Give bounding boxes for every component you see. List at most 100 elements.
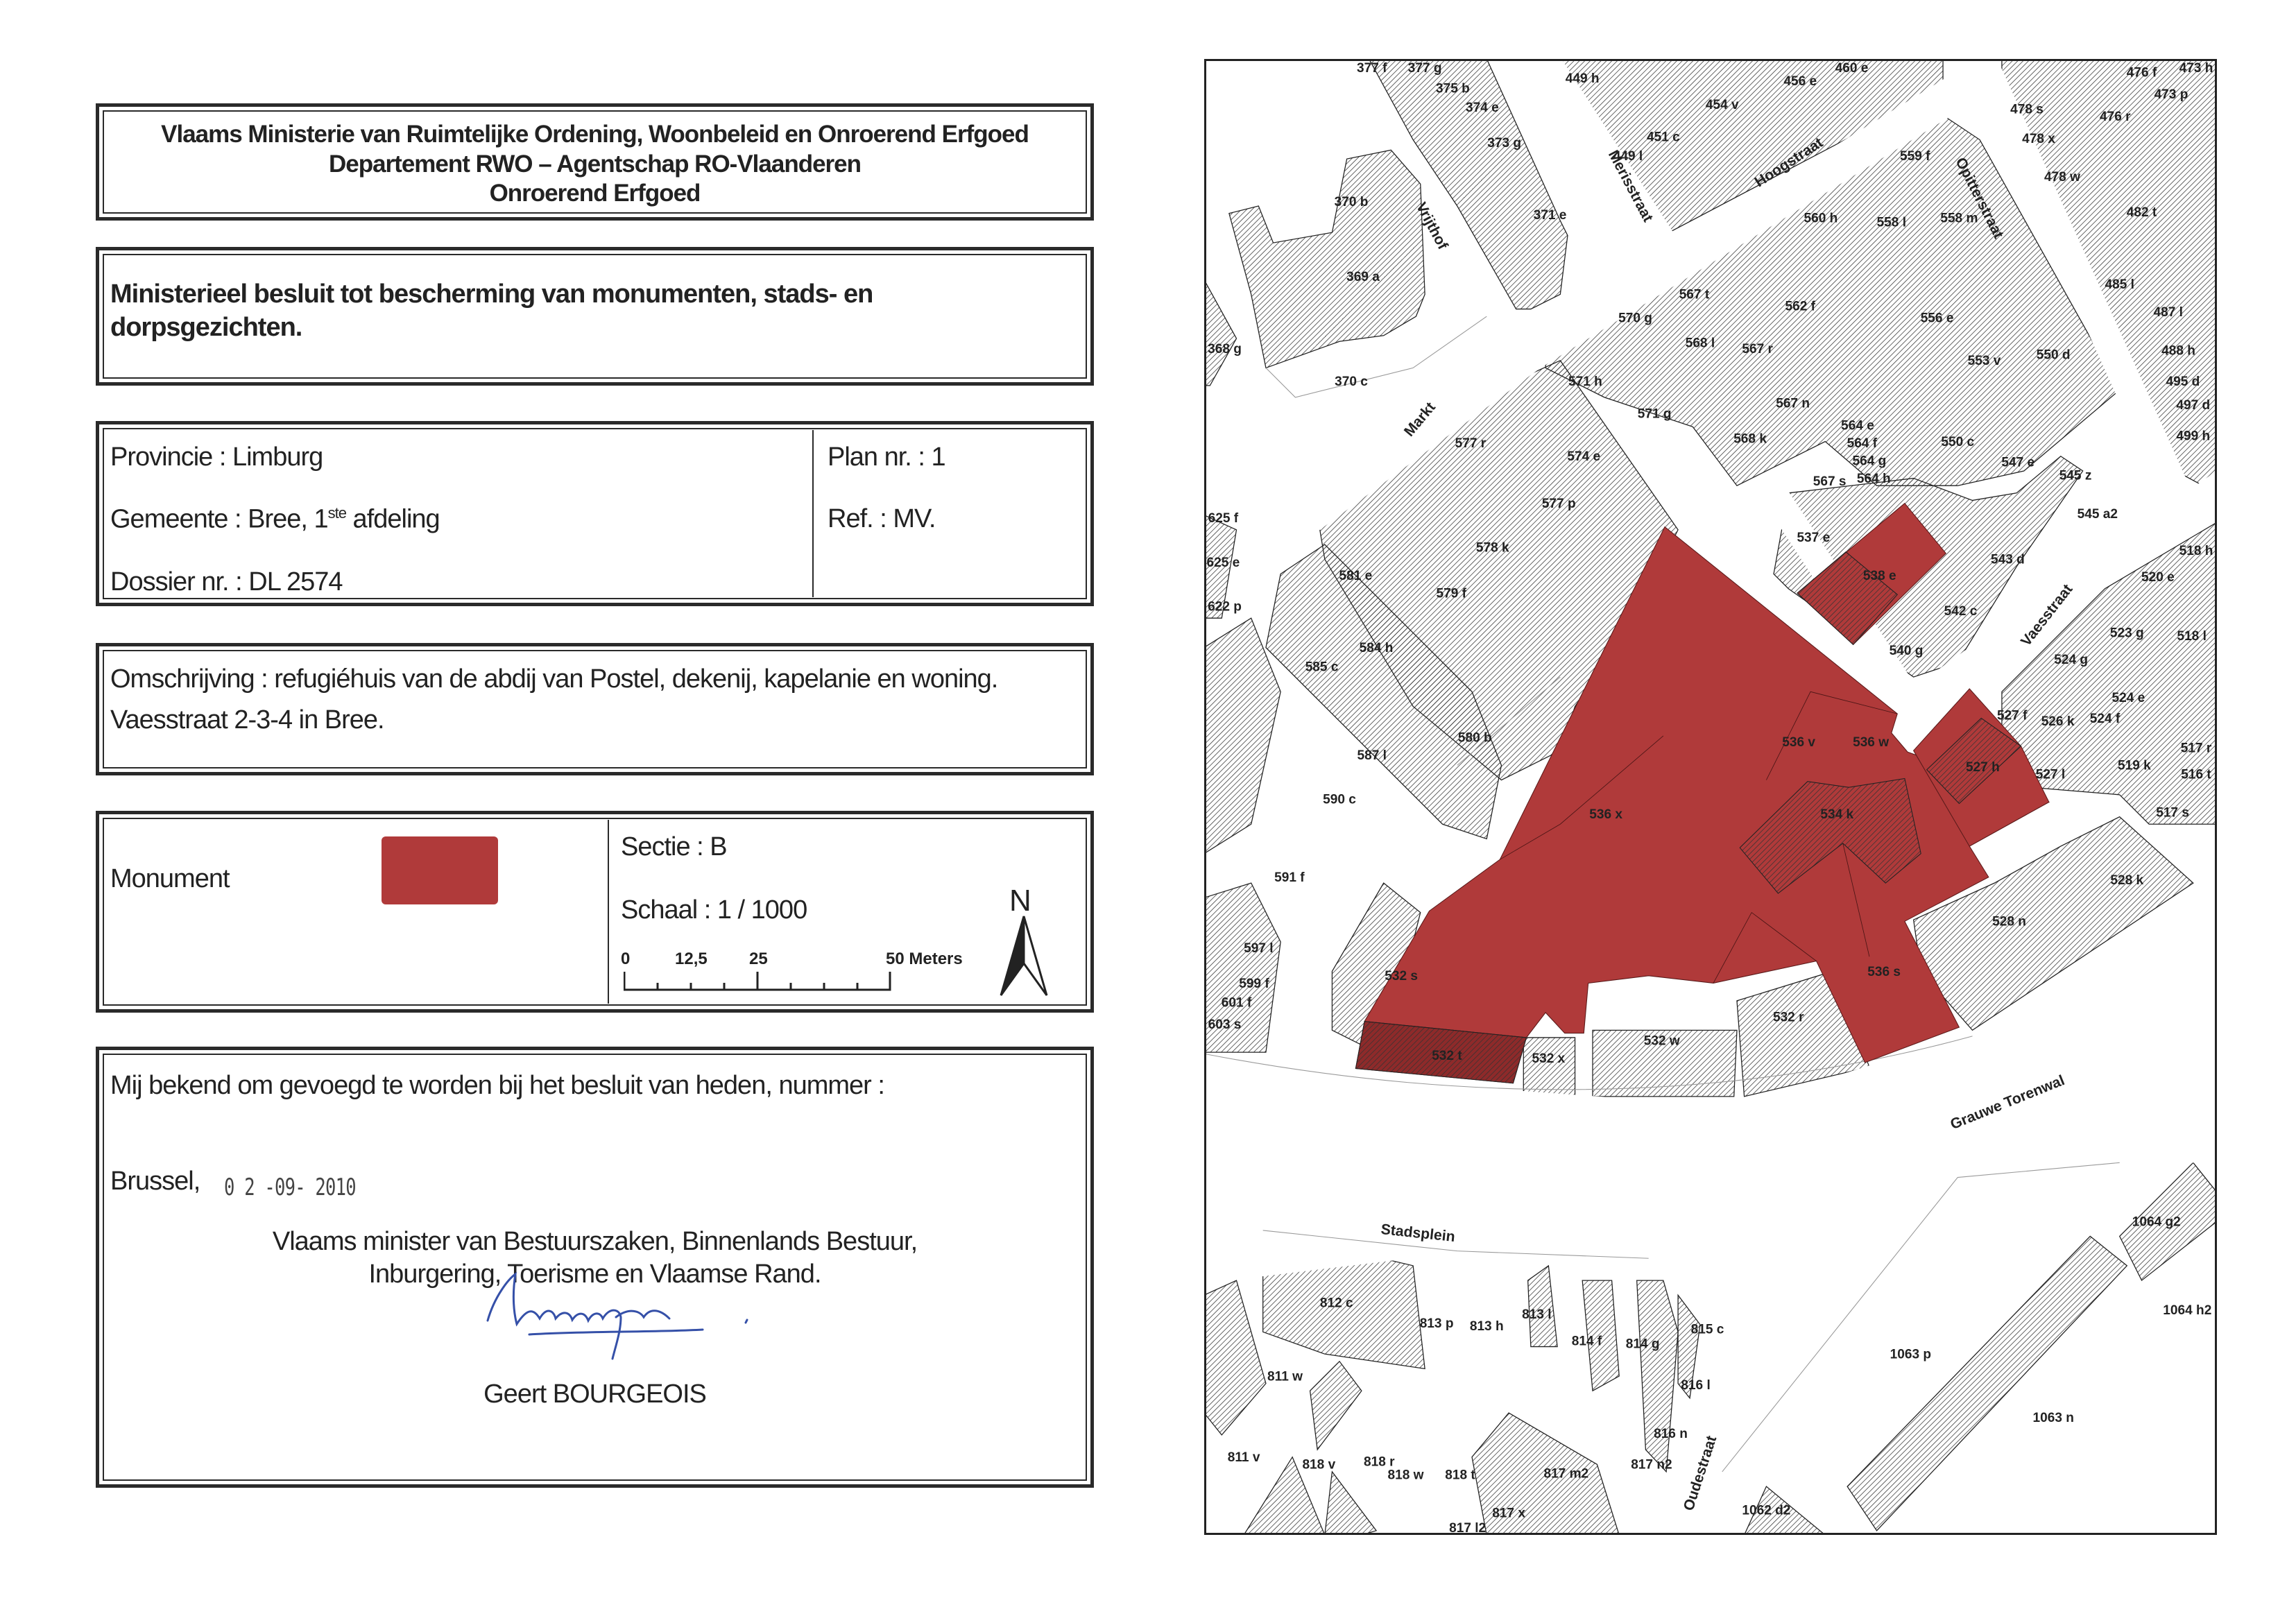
parcel-label: 369 a [1346, 270, 1380, 284]
parcel-label: 818 r [1364, 1454, 1395, 1469]
parcel-label: 487 l [2154, 305, 2183, 320]
parcel-label: 570 g [1618, 311, 1652, 326]
parcel-label: 568 l [1686, 336, 1715, 351]
info-box: Provincie : Limburg Gemeente : Bree, 1st… [96, 421, 1094, 606]
provincie: Provincie : Limburg [110, 443, 323, 472]
parcel-label: 485 l [2105, 277, 2134, 292]
parcel-label: 370 b [1335, 195, 1369, 209]
parcel-label: 812 c [1320, 1296, 1353, 1310]
department-name: Departement RWO – Agentschap RO-Vlaander… [328, 151, 862, 178]
parcel-label: 540 g [1890, 644, 1924, 658]
grauwe-torenwal-road [1206, 916, 2215, 1283]
parcel-label: 476 r [2100, 110, 2131, 124]
monument-parcels [1355, 502, 2050, 1084]
parcel-label: 591 f [1274, 870, 1305, 885]
parcel-label: 518 h [2179, 544, 2213, 558]
parcel-label: 815 c [1691, 1322, 1724, 1337]
monument-hatch-527h [1926, 717, 2022, 805]
parcel-label: 817 l2 [1449, 1521, 1486, 1533]
scale-tick-0: 0 [621, 950, 631, 968]
sectie: Sectie : B [621, 832, 728, 861]
parcel-label: 559 f [1900, 149, 1930, 164]
parcel-label: 587 l [1357, 748, 1387, 763]
monument-parcel-boundary [1713, 911, 1817, 984]
parcel-label: 377 g [1408, 61, 1442, 76]
parcel-label: 550 d [2037, 348, 2071, 363]
agency-name: Onroerend Erfgoed [489, 180, 701, 207]
parcel-label: 577 r [1455, 436, 1487, 451]
minister-title-line1: Vlaams minister van Bestuurszaken, Binne… [272, 1227, 918, 1256]
parcel-label: 542 c [1944, 604, 1978, 619]
parcel-label: 543 d [1991, 553, 2025, 567]
parcel-label: 564 f [1847, 436, 1878, 451]
parcel-label: 545 a2 [2077, 507, 2118, 522]
parcel-label: 567 t [1679, 288, 1710, 302]
parcel-label: 545 z [2059, 469, 2092, 483]
parcel-label: 580 b [1458, 730, 1492, 745]
parcel-label: 577 p [1542, 497, 1576, 511]
parcel-label: 449 h [1566, 71, 1600, 86]
parcel-label: 550 c [1941, 435, 1974, 449]
description-line1: Omschrijving : refugiéhuis van de abdij … [110, 664, 998, 694]
parcel-label: 567 n [1776, 397, 1810, 411]
parcel-label: 816 n [1654, 1427, 1688, 1441]
parcel-label: 488 h [2161, 343, 2195, 358]
parcel-label: 518 l [2177, 629, 2206, 644]
monument-parcel-boundary [1842, 843, 1870, 957]
parcel-label: 568 k [1733, 432, 1767, 447]
reference: Ref. : MV. [828, 504, 936, 533]
parcel-label: 813 l [1522, 1307, 1551, 1322]
parcel-label: 532 x [1532, 1051, 1565, 1066]
parcel-label: 473 p [2154, 87, 2188, 102]
parcel-label: 599 f [1239, 977, 1269, 991]
parcel-label: 536 x [1589, 807, 1622, 822]
parcel-label: 811 v [1228, 1450, 1260, 1465]
parcel-label: 534 k [1820, 807, 1853, 822]
parcel-label: 527 f [1997, 709, 2028, 723]
monument-swatch [382, 836, 498, 904]
plan-number: Plan nr. : 1 [828, 443, 946, 472]
parcel-label: 814 f [1572, 1334, 1602, 1348]
monument-parcel-boundary [1500, 735, 1664, 860]
date-stamp: 0 2 -09- 2010 [224, 1174, 357, 1201]
parcel-label: 817 n2 [1631, 1458, 1672, 1472]
parcel-label: 816 l [1681, 1378, 1710, 1393]
scale-bar: 0 12,5 25 50 Meters [621, 950, 963, 991]
parcel-label: 590 c [1323, 793, 1356, 807]
parcel-label: 625 e [1207, 556, 1240, 570]
parcel-label: 564 e [1841, 419, 1874, 433]
parcel-label: 817 m2 [1543, 1466, 1588, 1481]
parcel-label: 625 f [1208, 511, 1239, 526]
parcel-label: 517 r [2181, 741, 2212, 755]
parcel-label: 499 h [2176, 429, 2210, 443]
parcel-label: 528 n [1992, 915, 2026, 929]
parcel-label: 454 v [1706, 98, 1739, 112]
signature [486, 1271, 748, 1360]
decree-title-box: Ministerieel besluit tot bescherming van… [96, 247, 1094, 386]
description-box: Omschrijving : refugiéhuis van de abdij … [96, 643, 1094, 775]
north-label: N [1009, 884, 1031, 918]
parcel-label: 556 e [1921, 311, 1954, 326]
parcel-label: 375 b [1436, 82, 1470, 96]
parcel-label: 603 s [1208, 1017, 1242, 1032]
parcel-label: 579 f [1437, 586, 1467, 601]
parcel-label: 564 g [1853, 454, 1887, 468]
parcel-label: 597 l [1244, 941, 1273, 956]
gemeente-text: Gemeente : Bree, 1 [110, 504, 329, 534]
cadastral-map[interactable]: 377 f 377 g 375 b 374 e 373 g 449 h 454 v 456 e… [1204, 59, 2217, 1535]
parcel-label: 1062 d2 [1742, 1503, 1790, 1518]
scale-bar-graphic [624, 972, 891, 991]
parcel-label: 818 t [1445, 1468, 1475, 1483]
scale-tick-50: 50 Meters [886, 950, 963, 968]
parcel-label: 814 g [1626, 1337, 1660, 1352]
monument-hatch-532t [1355, 1021, 1527, 1084]
signature-box: Mij bekend om gevoegd te worden bij het … [96, 1047, 1094, 1488]
parcel-label: 567 s [1813, 474, 1847, 489]
monument-legend-label: Monument [110, 864, 230, 893]
parcel-label: 478 s [2010, 102, 2044, 117]
legend-divider [608, 820, 609, 1004]
parcel-label: 527 l [2036, 767, 2065, 782]
parcel-label: 524 f [2090, 712, 2121, 726]
parcel-label: 811 w [1267, 1369, 1303, 1384]
street-label: Oudestraat [1681, 1434, 1720, 1513]
